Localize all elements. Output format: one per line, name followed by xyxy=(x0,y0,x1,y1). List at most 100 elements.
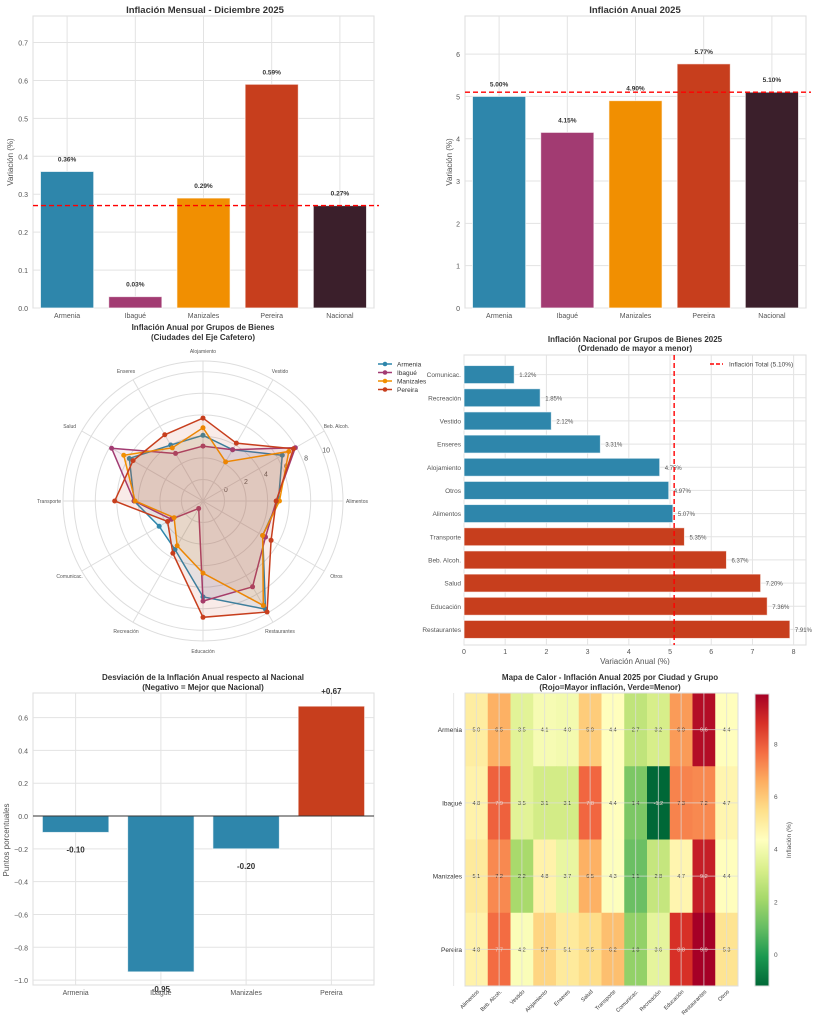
bar xyxy=(744,91,799,309)
chart-title: Inflación Anual 2025 xyxy=(589,5,681,16)
data-label: 0.59% xyxy=(262,69,281,76)
bar xyxy=(244,83,299,309)
axis-label: Otros xyxy=(330,574,343,580)
y-tick-label: 0.3 xyxy=(18,192,28,199)
series-point xyxy=(273,498,279,504)
bar xyxy=(463,596,768,616)
y-tick-label: Salud xyxy=(444,581,461,588)
y-tick-label: −0.6 xyxy=(14,912,28,919)
column-label: Beb. Alcoh. xyxy=(480,989,504,1013)
series-point xyxy=(200,432,206,438)
column-label: Educación xyxy=(663,989,685,1011)
y-tick-label: 0.6 xyxy=(18,716,28,723)
legend-marker xyxy=(382,387,388,392)
x-tick-label: 4 xyxy=(627,649,631,656)
chart-subtitle: (Rojo=Mayor inflación, Verde=Menor) xyxy=(539,683,681,692)
r-tick-label: 0 xyxy=(224,487,228,494)
colorbar-tick-label: 6 xyxy=(774,794,778,801)
x-tick-label: Pereira xyxy=(320,990,343,997)
y-tick-label: −1.0 xyxy=(14,978,28,985)
axis-label: Transporte xyxy=(37,499,61,505)
y-tick-label: 0.4 xyxy=(18,154,28,161)
y-tick-label: 0.4 xyxy=(18,748,28,755)
colorbar xyxy=(754,693,770,987)
bar xyxy=(127,815,195,973)
y-axis-label: Variación (%) xyxy=(6,138,15,186)
series-point xyxy=(174,543,180,549)
r-tick-label: 2 xyxy=(244,479,248,486)
column-label: Alimentos xyxy=(459,989,480,1010)
series-point xyxy=(260,602,266,608)
y-tick-label: 0.5 xyxy=(18,116,28,123)
angular-gridline xyxy=(202,500,274,623)
axis-label: Vestido xyxy=(272,369,289,375)
bar xyxy=(463,619,791,639)
y-tick-label: 2 xyxy=(456,221,460,228)
bar xyxy=(297,705,366,817)
y-tick-label: 0.2 xyxy=(18,230,28,237)
angular-gridline xyxy=(202,379,274,502)
data-label: 0.03% xyxy=(126,282,145,289)
x-tick-label: 5 xyxy=(668,649,672,656)
angular-gridline xyxy=(132,500,204,623)
x-tick-label: Ibagué xyxy=(150,990,172,997)
legend-marker xyxy=(382,378,388,384)
y-tick-label: 0.2 xyxy=(18,781,28,788)
x-tick-label: 2 xyxy=(544,649,548,656)
y-tick-label: 0.0 xyxy=(18,814,28,821)
series-point xyxy=(200,614,206,620)
y-tick-label: 6 xyxy=(456,52,460,59)
y-tick-label: Comunicac. xyxy=(427,372,462,379)
column-label: Enseres xyxy=(553,989,572,1008)
data-label: +0.67 xyxy=(321,687,342,696)
y-tick-label: 4 xyxy=(456,137,460,144)
series-fill xyxy=(111,446,296,602)
y-tick-label: Transporte xyxy=(430,534,462,541)
axis-label: Educación xyxy=(191,649,215,655)
y-tick-label: Vestido xyxy=(440,418,462,425)
series-point xyxy=(171,515,177,521)
series-point xyxy=(196,505,202,511)
series-point xyxy=(165,518,171,524)
y-tick-label: −0.4 xyxy=(14,880,28,887)
data-label: -0.95 xyxy=(152,985,171,994)
r-tick-label: 4 xyxy=(264,471,268,478)
legend-label: Armenia xyxy=(397,362,422,369)
data-label: -0.10 xyxy=(67,845,86,854)
chart-title: Mapa de Calor - Inflación Anual 2025 por… xyxy=(502,673,718,682)
chart-subtitle: (Negativo = Mejor que Nacional) xyxy=(142,683,264,692)
series-point xyxy=(126,455,132,461)
series-point xyxy=(162,432,168,438)
data-label: 5.00% xyxy=(490,81,509,88)
x-tick-label: 6 xyxy=(709,649,713,656)
y-tick-label: 3 xyxy=(456,179,460,186)
row-label: Pereira xyxy=(441,947,462,954)
row-label: Manizales xyxy=(433,874,463,881)
y-axis-label: Puntos porcentuales xyxy=(2,804,11,877)
y-tick-label: 0.1 xyxy=(18,268,28,275)
column-label: Salud xyxy=(580,989,594,1003)
series-point xyxy=(200,425,206,431)
column-label: Alojamiento xyxy=(524,989,549,1014)
x-tick-label: Armenia xyxy=(54,313,80,320)
axis-label: Beb. Alcoh. xyxy=(324,424,349,430)
x-tick-label: Ibagué xyxy=(557,313,579,320)
y-tick-label: Restaurantes xyxy=(422,627,461,634)
x-tick-label: 8 xyxy=(792,649,796,656)
chart-title: Desviación de la Inflación Anual respect… xyxy=(102,673,304,682)
data-label: 2.12% xyxy=(556,419,574,425)
y-tick-label: Beb. Alcoh. xyxy=(428,557,461,564)
plot-border xyxy=(464,692,739,987)
data-label: 7.20% xyxy=(766,582,784,588)
series-point xyxy=(200,570,206,576)
column-label: Transporte xyxy=(594,989,617,1012)
series-fill xyxy=(123,427,289,606)
bar xyxy=(463,573,762,593)
bar xyxy=(463,434,601,454)
chart-subtitle: (Ciudades del Eje Cafetero) xyxy=(151,333,255,342)
legend-marker xyxy=(382,361,388,367)
y-tick-label: Enseres xyxy=(437,442,462,449)
series-point xyxy=(233,440,239,446)
series-point xyxy=(200,598,206,604)
x-tick-label: Manizales xyxy=(188,313,220,320)
